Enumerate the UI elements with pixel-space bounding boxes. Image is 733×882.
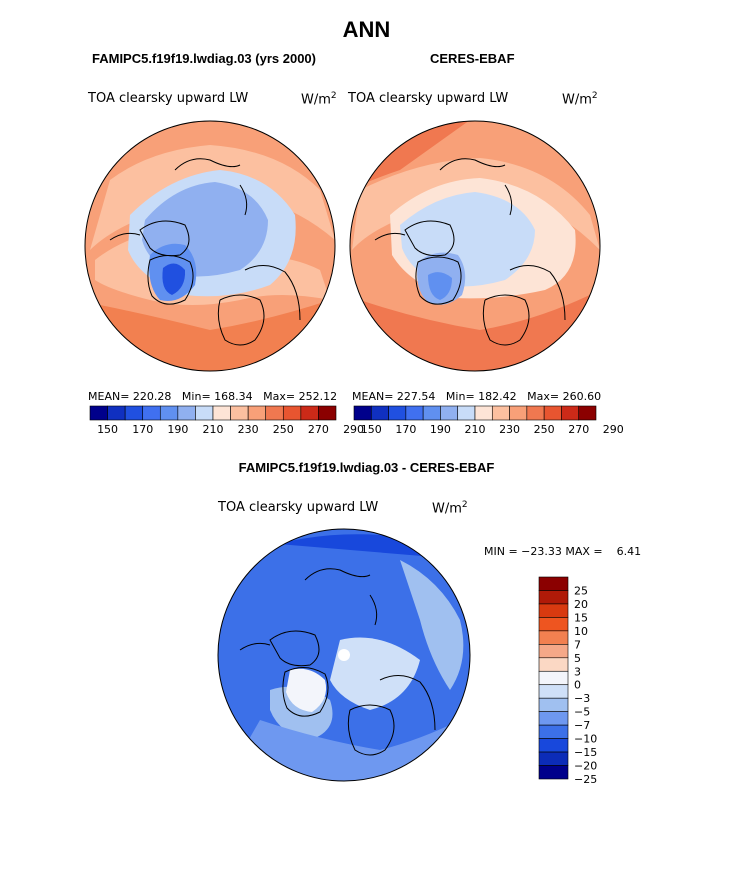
model-colorbar-swatch bbox=[300, 405, 319, 421]
model-colorbar-swatch bbox=[159, 405, 179, 421]
obs-colorbar-swatch bbox=[543, 405, 562, 421]
diff-colorbar-swatch bbox=[538, 590, 569, 605]
diff-colorbar-swatch bbox=[538, 576, 569, 591]
model-colorbar-swatch bbox=[265, 405, 284, 421]
diff-colorbar-tick-label: −3 bbox=[574, 692, 590, 705]
model-colorbar-tick-label: 210 bbox=[203, 423, 224, 436]
obs-colorbar-swatch bbox=[440, 405, 459, 421]
diff-colorbar-tick-label: −5 bbox=[574, 706, 590, 719]
obs-colorbar-swatch bbox=[509, 405, 528, 421]
obs-colorbar: 150 170 190 210 230 250 270 290 bbox=[353, 405, 624, 436]
model-colorbar-tick-label: 170 bbox=[132, 423, 153, 436]
obs-colorbar-tick-label: 250 bbox=[534, 423, 555, 436]
diff-colorbar-swatch bbox=[538, 724, 569, 739]
obs-colorbar-swatch bbox=[422, 405, 441, 421]
model-colorbar: 150 170 190 210 230 250 270 290 bbox=[89, 405, 364, 436]
diff-colorbar-tick-label: −7 bbox=[574, 719, 590, 732]
model-colorbar-tick-label: 230 bbox=[238, 423, 259, 436]
diff-colorbar-swatch bbox=[538, 711, 569, 726]
obs-variable-label: TOA clearsky upward LW bbox=[348, 91, 509, 106]
diff-colorbar-swatch bbox=[538, 738, 569, 753]
diff-panel-header: FAMIPC5.f19f19.lwdiag.03 - CERES-EBAF bbox=[238, 460, 495, 475]
obs-colorbar-swatch bbox=[491, 405, 510, 421]
page-title: ANN bbox=[342, 17, 391, 42]
diff-colorbar-tick-label: 0 bbox=[574, 679, 581, 692]
diff-colorbar-tick-label: 5 bbox=[574, 652, 581, 665]
diff-colorbar-tick-label: 15 bbox=[574, 611, 588, 624]
diff-colorbar-swatch bbox=[538, 697, 569, 712]
diff-minmax: MIN = −23.33 MAX = 6.41 bbox=[484, 545, 642, 558]
model-colorbar-tick-label: 270 bbox=[308, 423, 329, 436]
model-panel-header: FAMIPC5.f19f19.lwdiag.03 (yrs 2000) bbox=[92, 51, 316, 66]
model-colorbar-tick-label: 150 bbox=[97, 423, 118, 436]
diff-colorbar-swatch bbox=[538, 670, 569, 686]
obs-colorbar-tick-label: 150 bbox=[361, 423, 382, 436]
model-colorbar-swatch bbox=[247, 405, 267, 421]
model-colorbar-tick-label: 250 bbox=[273, 423, 294, 436]
diff-colorbar-swatch bbox=[538, 630, 569, 645]
diff-colorbar-tick-label: −10 bbox=[574, 733, 597, 746]
obs-colorbar-tick-label: 170 bbox=[395, 423, 416, 436]
diff-colorbar-tick-label: −25 bbox=[574, 773, 597, 786]
diff-colorbar-tick-label: −15 bbox=[574, 746, 597, 759]
model-colorbar-swatch bbox=[107, 405, 126, 421]
obs-stats: MEAN= 227.54 Min= 182.42 Max= 260.60 bbox=[352, 390, 602, 403]
model-colorbar-swatch bbox=[195, 405, 214, 421]
obs-colorbar-swatch bbox=[370, 405, 389, 421]
diff-colorbar-tick-label: −20 bbox=[574, 760, 597, 773]
diff-units-label: W/m2 bbox=[432, 500, 468, 517]
model-stats: MEAN= 220.28 Min= 168.34 Max= 252.12 bbox=[88, 390, 338, 403]
diff-colorbar-swatch bbox=[538, 644, 569, 659]
model-colorbar-swatch bbox=[142, 405, 161, 421]
obs-colorbar-swatch bbox=[578, 405, 597, 421]
obs-colorbar-swatch bbox=[457, 405, 476, 421]
model-units-label: W/m2 bbox=[301, 91, 337, 108]
obs-colorbar-tick-label: 230 bbox=[499, 423, 520, 436]
diff-colorbar-tick-label: 7 bbox=[574, 638, 581, 651]
diff-coastlines bbox=[239, 568, 436, 756]
obs-colorbar-swatch bbox=[526, 405, 545, 421]
diff-colorbar-swatch bbox=[538, 684, 569, 699]
model-colorbar-swatch bbox=[318, 405, 337, 421]
diff-colorbar-swatch bbox=[538, 765, 569, 780]
diff-colorbar-tick-label: 20 bbox=[574, 598, 588, 611]
model-colorbar-swatch bbox=[89, 405, 108, 421]
obs-map bbox=[350, 121, 600, 371]
obs-colorbar-swatch bbox=[405, 405, 424, 421]
model-colorbar-swatch bbox=[124, 405, 144, 421]
obs-colorbar-swatch bbox=[388, 405, 407, 421]
obs-colorbar-tick-label: 270 bbox=[568, 423, 589, 436]
diff-map bbox=[218, 529, 470, 781]
model-colorbar-swatch bbox=[282, 405, 302, 421]
obs-units-label: W/m2 bbox=[562, 91, 598, 108]
diff-colorbar-swatch bbox=[538, 751, 569, 766]
diff-colorbar-tick-label: 10 bbox=[574, 625, 588, 638]
obs-panel-header: CERES-EBAF bbox=[430, 51, 515, 66]
model-variable-label: TOA clearsky upward LW bbox=[88, 91, 249, 106]
model-colorbar-swatch bbox=[230, 405, 249, 421]
diff-colorbar-tick-label: 3 bbox=[574, 665, 581, 678]
model-colorbar-swatch bbox=[177, 405, 196, 421]
diff-colorbar-tick-label: 25 bbox=[574, 584, 588, 597]
diff-colorbar-swatch bbox=[538, 603, 569, 618]
obs-colorbar-tick-label: 290 bbox=[603, 423, 624, 436]
obs-colorbar-swatch bbox=[353, 405, 372, 421]
model-colorbar-tick-label: 290 bbox=[343, 423, 364, 436]
diff-variable-label: TOA clearsky upward LW bbox=[218, 500, 379, 515]
obs-colorbar-tick-label: 190 bbox=[430, 423, 451, 436]
model-map bbox=[85, 121, 335, 371]
obs-colorbar-swatch bbox=[474, 405, 493, 421]
model-colorbar-swatch bbox=[212, 405, 231, 421]
diff-colorbar-swatch bbox=[538, 617, 569, 632]
obs-colorbar-swatch bbox=[561, 405, 580, 421]
obs-coastlines bbox=[374, 158, 566, 346]
model-colorbar-tick-label: 190 bbox=[167, 423, 188, 436]
diff-colorbar-swatch bbox=[538, 657, 569, 672]
obs-colorbar-tick-label: 210 bbox=[465, 423, 486, 436]
model-coastlines bbox=[109, 158, 301, 346]
